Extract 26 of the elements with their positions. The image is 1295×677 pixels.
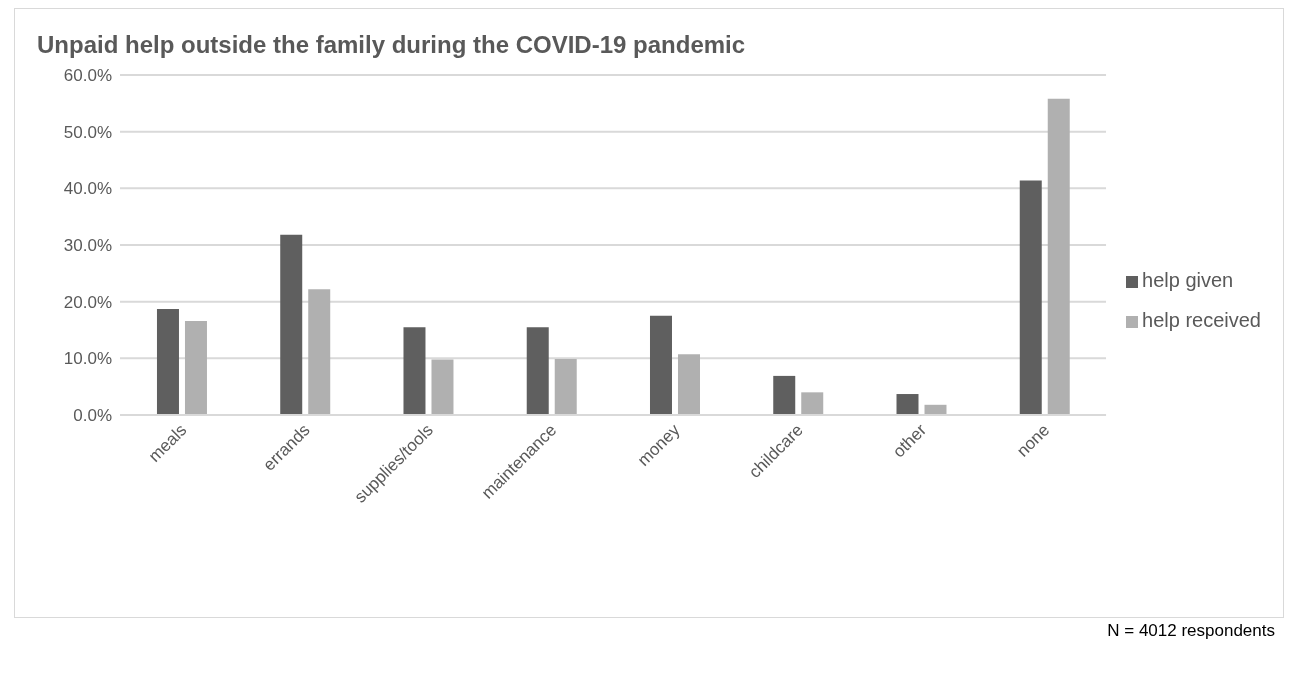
legend-label: help received — [1142, 309, 1261, 331]
bar — [1047, 98, 1070, 415]
bar — [308, 289, 331, 415]
text: N = 4012 respondents — [1107, 621, 1275, 641]
bar — [431, 359, 454, 415]
bar — [649, 315, 672, 415]
y-tick-label: 50.0% — [63, 122, 112, 142]
chart-title: Unpaid help outside the family during the COVID-19 pandemic — [37, 31, 746, 59]
bar — [280, 234, 303, 415]
y-tick-label: 60.0% — [63, 66, 112, 86]
y-tick-label: 40.0% — [63, 179, 112, 199]
bar — [896, 394, 919, 415]
bar — [184, 320, 207, 415]
bar — [1019, 180, 1042, 415]
bar — [677, 354, 700, 415]
y-tick-label: 10.0% — [63, 349, 112, 369]
bar — [801, 392, 824, 415]
bar — [156, 309, 179, 415]
bar — [526, 327, 549, 415]
y-tick-label: 0.0% — [73, 406, 112, 426]
bar — [554, 358, 577, 415]
y-tick-label: 20.0% — [63, 292, 112, 312]
bar — [403, 327, 426, 415]
legend-label: help given — [1142, 269, 1234, 291]
y-tick-label: 30.0% — [63, 236, 112, 256]
bar — [773, 375, 796, 415]
